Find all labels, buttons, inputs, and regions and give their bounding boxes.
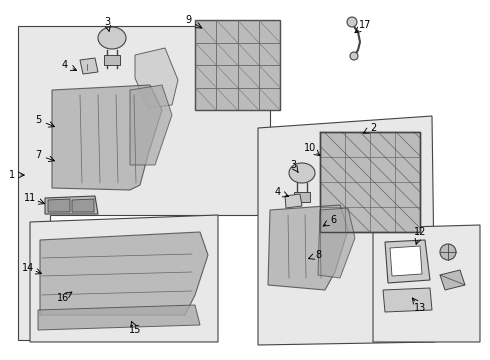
Text: 14: 14	[22, 263, 34, 273]
Text: 12: 12	[414, 227, 426, 237]
Polygon shape	[383, 288, 432, 312]
Polygon shape	[18, 26, 270, 340]
Polygon shape	[130, 85, 172, 165]
Polygon shape	[72, 199, 94, 212]
Polygon shape	[30, 215, 218, 342]
Polygon shape	[45, 196, 98, 214]
Text: 1: 1	[9, 170, 15, 180]
Text: 4: 4	[62, 60, 68, 70]
Text: 6: 6	[330, 215, 336, 225]
Polygon shape	[52, 85, 162, 190]
Polygon shape	[40, 232, 208, 315]
Text: 5: 5	[35, 115, 41, 125]
Polygon shape	[258, 116, 435, 345]
Polygon shape	[320, 132, 420, 232]
Polygon shape	[294, 192, 310, 202]
Polygon shape	[268, 205, 348, 290]
Polygon shape	[135, 48, 178, 108]
Text: 17: 17	[359, 20, 371, 30]
Polygon shape	[195, 20, 280, 110]
Text: 10: 10	[304, 143, 316, 153]
Text: 3: 3	[104, 17, 110, 27]
Polygon shape	[48, 199, 70, 212]
Polygon shape	[440, 270, 465, 290]
Text: 9: 9	[185, 15, 191, 25]
Text: 2: 2	[370, 123, 376, 133]
Polygon shape	[318, 208, 355, 278]
Circle shape	[350, 52, 358, 60]
Text: 4: 4	[275, 187, 281, 197]
Circle shape	[440, 244, 456, 260]
Polygon shape	[38, 305, 200, 330]
Text: 11: 11	[24, 193, 36, 203]
Text: 13: 13	[414, 303, 426, 313]
Polygon shape	[385, 240, 430, 283]
Polygon shape	[373, 225, 480, 342]
Text: 8: 8	[315, 250, 321, 260]
Polygon shape	[104, 55, 120, 65]
Text: 15: 15	[129, 325, 141, 335]
Ellipse shape	[98, 27, 126, 49]
Polygon shape	[80, 58, 98, 74]
Text: 3: 3	[290, 160, 296, 170]
Circle shape	[347, 17, 357, 27]
Polygon shape	[285, 194, 302, 208]
Polygon shape	[390, 246, 422, 276]
Ellipse shape	[289, 163, 315, 183]
Text: 7: 7	[35, 150, 41, 160]
Text: 16: 16	[57, 293, 69, 303]
